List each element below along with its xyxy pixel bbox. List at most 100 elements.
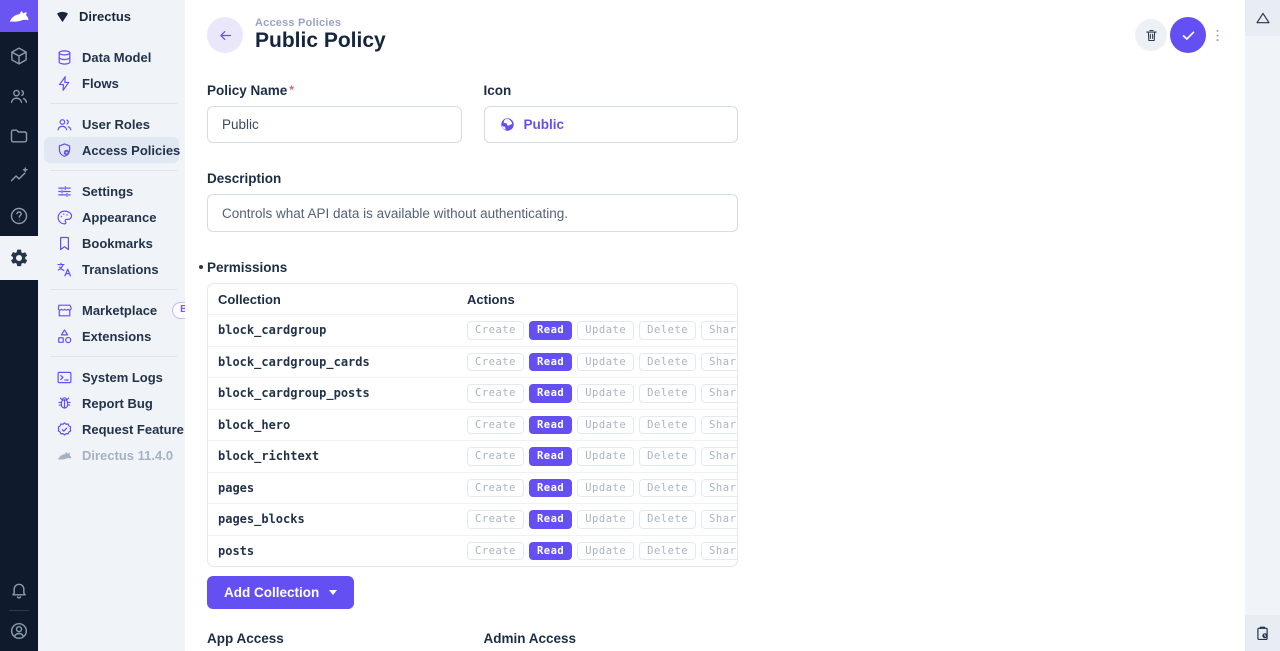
action-chip-create[interactable]: Create xyxy=(467,352,524,371)
shield-badge-icon xyxy=(56,142,73,159)
files-module[interactable] xyxy=(0,116,38,156)
action-chip-update[interactable]: Update xyxy=(577,384,635,403)
sidebar-revisions-toggle[interactable] xyxy=(1245,615,1280,651)
action-chip-update[interactable]: Update xyxy=(577,321,635,340)
add-collection-button[interactable]: Add Collection xyxy=(207,576,355,609)
policy-name-input[interactable] xyxy=(207,106,462,143)
action-chip-share[interactable]: Share xyxy=(701,447,737,466)
insights-module[interactable] xyxy=(0,156,38,196)
table-row[interactable]: posts CreateReadUpdateDeleteShare xyxy=(208,534,737,567)
project-chooser[interactable]: Directus xyxy=(38,0,185,32)
nav-item-data-model[interactable]: Data Model xyxy=(44,44,179,70)
policy-name-field: Policy Name * xyxy=(207,83,462,143)
delete-button[interactable] xyxy=(1135,19,1167,51)
nav-item-appearance[interactable]: Appearance xyxy=(44,204,179,230)
collection-name: block_richtext xyxy=(218,449,320,464)
action-chip-read[interactable]: Read xyxy=(528,415,573,434)
action-chip-create[interactable]: Create xyxy=(467,384,524,403)
save-button[interactable] xyxy=(1170,17,1206,53)
breadcrumb[interactable]: Access Policies xyxy=(255,17,342,30)
action-chip-read[interactable]: Read xyxy=(528,384,573,403)
table-row[interactable]: pages_blocks CreateReadUpdateDeleteShare xyxy=(208,503,737,535)
action-chip-update[interactable]: Update xyxy=(577,541,635,560)
action-chip-delete[interactable]: Delete xyxy=(639,510,697,529)
action-chip-create[interactable]: Create xyxy=(467,415,524,434)
back-button[interactable] xyxy=(207,17,243,53)
action-chip-update[interactable]: Update xyxy=(577,415,635,434)
right-sidebar-spacer xyxy=(1245,36,1280,615)
action-chip-delete[interactable]: Delete xyxy=(639,352,697,371)
action-chip-share[interactable]: Share xyxy=(701,352,737,371)
beta-badge: Beta xyxy=(172,301,185,319)
action-chip-share[interactable]: Share xyxy=(701,541,737,560)
action-chip-create[interactable]: Create xyxy=(467,510,524,529)
nav-item-request-feature[interactable]: Request Feature xyxy=(44,416,184,442)
action-chip-share[interactable]: Share xyxy=(701,384,737,403)
action-chip-delete[interactable]: Delete xyxy=(639,478,697,497)
action-chip-update[interactable]: Update xyxy=(577,478,635,497)
sidebar-info-toggle[interactable] xyxy=(1245,0,1280,36)
users-module[interactable] xyxy=(0,76,38,116)
nav-item-translations[interactable]: Translations xyxy=(44,256,179,282)
action-chip-delete[interactable]: Delete xyxy=(639,415,697,434)
more-options-button[interactable] xyxy=(1209,19,1225,51)
admin-access-label: Admin Access xyxy=(483,631,577,646)
action-chip-create[interactable]: Create xyxy=(467,541,524,560)
action-chip-read[interactable]: Read xyxy=(528,447,573,466)
settings-module[interactable] xyxy=(0,236,38,280)
nav-item-system-logs[interactable]: System Logs xyxy=(44,364,179,390)
nav-item-extensions[interactable]: Extensions xyxy=(44,323,179,349)
action-chip-share[interactable]: Share xyxy=(701,478,737,497)
table-row[interactable]: pages CreateReadUpdateDeleteShare xyxy=(208,471,737,504)
nav-item-bookmarks[interactable]: Bookmarks xyxy=(44,230,179,256)
trash-icon xyxy=(1144,28,1159,43)
action-chip-create[interactable]: Create xyxy=(467,447,524,466)
action-chip-create[interactable]: Create xyxy=(467,321,524,340)
action-chip-read[interactable]: Read xyxy=(528,541,573,560)
nav-item-settings[interactable]: Settings xyxy=(44,178,179,204)
action-chip-delete[interactable]: Delete xyxy=(639,384,697,403)
table-row[interactable]: block_cardgroup Create Read Update Delete Sha… xyxy=(208,314,737,346)
nav-item-label: Settings xyxy=(82,183,134,199)
content-module[interactable] xyxy=(0,36,38,76)
notifications-button[interactable] xyxy=(0,570,38,610)
help-icon xyxy=(9,206,29,226)
action-chip-read[interactable]: Read xyxy=(528,352,573,371)
table-row[interactable]: block_cardgroup_posts Create Read Update Del… xyxy=(208,377,737,409)
app-access-label: App Access xyxy=(207,631,284,646)
action-chip-delete[interactable]: Delete xyxy=(639,321,697,340)
icon-label: Icon xyxy=(483,83,512,98)
action-chip-update[interactable]: Update xyxy=(577,447,635,466)
action-chip-share[interactable]: Share xyxy=(701,510,737,529)
action-chip-read[interactable]: Read xyxy=(528,478,573,497)
table-row[interactable]: block_hero CreateReadUpdateDeleteShare xyxy=(208,408,737,441)
nav-item-report-bug[interactable]: Report Bug xyxy=(44,390,179,416)
action-chip-share[interactable]: Share xyxy=(701,321,737,340)
table-row[interactable]: block_richtext Create Read Update Delete Shar… xyxy=(208,440,737,472)
action-chip-delete[interactable]: Delete xyxy=(639,541,697,560)
account-button[interactable] xyxy=(0,611,38,651)
directus-logo-button[interactable] xyxy=(0,0,38,32)
action-chip-read[interactable]: Read xyxy=(528,510,573,529)
action-chip-create[interactable]: Create xyxy=(467,478,524,497)
nav-item-user-roles[interactable]: User Roles xyxy=(44,111,179,137)
action-chip-update[interactable]: Update xyxy=(577,352,635,371)
description-input[interactable] xyxy=(207,194,738,232)
action-chip-share[interactable]: Share xyxy=(701,415,737,434)
action-chip-delete[interactable]: Delete xyxy=(639,447,697,466)
arrow-left-icon xyxy=(217,27,234,44)
icon-input[interactable]: Public xyxy=(483,106,738,143)
action-chip-update[interactable]: Update xyxy=(577,510,635,529)
action-chip-read[interactable]: Read xyxy=(528,321,573,340)
description-field: Description xyxy=(207,171,738,232)
nav-item-marketplace[interactable]: Marketplace Beta xyxy=(44,297,185,323)
nav-item-access-policies[interactable]: Access Policies xyxy=(44,137,180,163)
table-row[interactable]: block_cardgroup_cards Create Read Update Del… xyxy=(208,345,737,378)
nav-item-flows[interactable]: Flows xyxy=(44,70,179,96)
rabbit-icon xyxy=(56,447,73,464)
docs-module[interactable] xyxy=(0,196,38,236)
clear-icon-button[interactable] xyxy=(708,117,723,132)
action-chips: CreateReadUpdateDeleteShare xyxy=(467,510,737,529)
nav-item-label: Request Feature xyxy=(82,421,184,437)
